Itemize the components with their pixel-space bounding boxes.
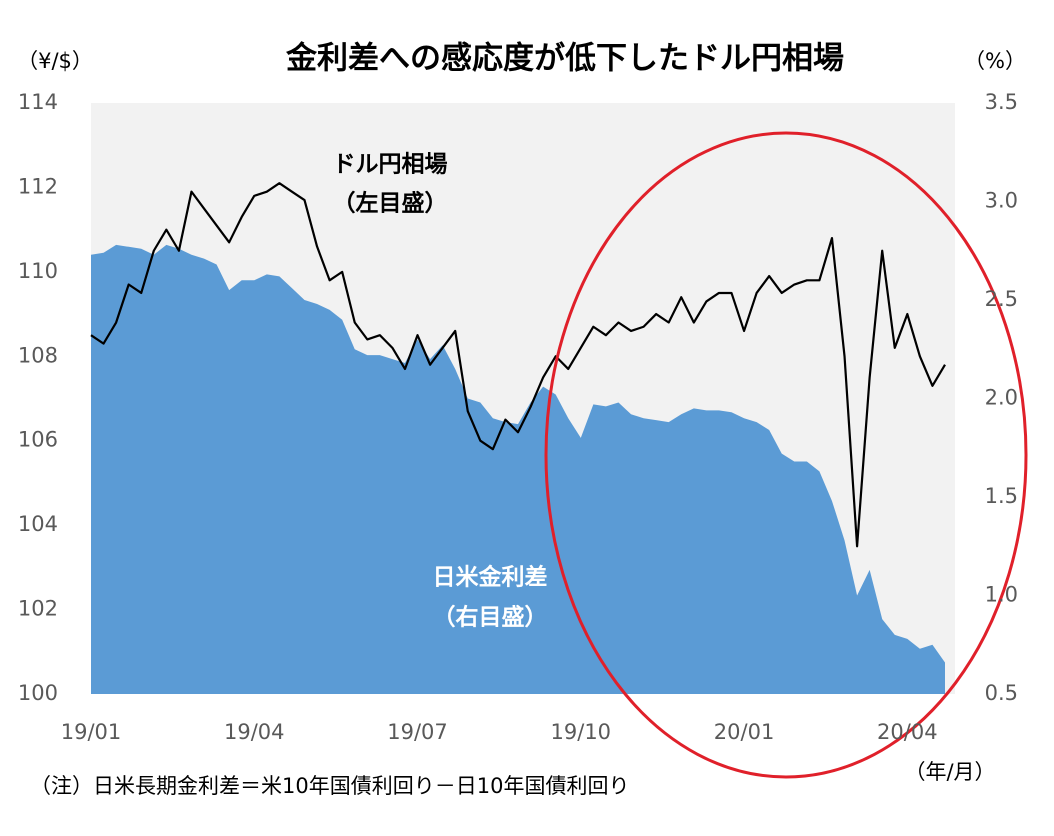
y-tick-label: 112 <box>18 174 58 198</box>
x-tick-label: 20/04 <box>877 720 938 744</box>
y-tick-label: 114 <box>18 90 58 114</box>
y2-tick-label: 0.5 <box>985 681 1018 705</box>
line <box>90 182 946 548</box>
annotation: ドル円相場 <box>333 152 448 178</box>
annotation: （左目盛） <box>333 190 448 217</box>
x-tick-label: 19/10 <box>551 720 612 744</box>
marks <box>90 182 946 694</box>
chart-title: 金利差への感応度が低下したドル円相場 <box>285 41 844 77</box>
annotation: （右目盛） <box>433 604 548 631</box>
x-tick-label: 19/04 <box>224 720 285 744</box>
area <box>91 244 945 694</box>
y-tick-label: 102 <box>18 597 58 621</box>
y2-tick-label: 3.5 <box>985 90 1018 114</box>
annotation: 日米金利差 <box>433 564 548 591</box>
y-tick-label: 110 <box>18 259 58 283</box>
x-tick-label: 19/01 <box>61 720 122 744</box>
x-tick-label: 20/01 <box>714 720 775 744</box>
highlight-ellipse <box>544 131 1028 779</box>
y-axis-label: （¥/$） <box>17 49 93 73</box>
y-tick-label: 108 <box>18 343 58 367</box>
y2-tick-label: 2.0 <box>985 386 1018 410</box>
y2-tick-label: 1.5 <box>985 484 1018 508</box>
y-tick-label: 100 <box>18 681 58 705</box>
x-axis-label: （年/月） <box>904 760 995 784</box>
y2-tick-label: 3.0 <box>985 189 1018 213</box>
y-tick-label: 104 <box>18 512 58 536</box>
y2-tick-label: 2.5 <box>985 287 1018 311</box>
y-tick-label: 106 <box>18 428 58 452</box>
x-tick-label: 19/07 <box>387 720 448 744</box>
y2-tick-label: 1.0 <box>985 583 1018 607</box>
footnote: （注）日米長期金利差＝米10年国債利回り－日10年国債利回り <box>30 774 629 798</box>
y2-axis-label: （%） <box>964 49 1026 73</box>
